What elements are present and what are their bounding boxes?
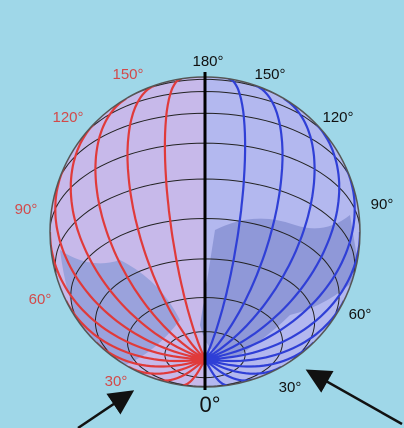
east-label: 30° [279, 379, 302, 396]
top-label: 180° [192, 53, 223, 70]
meridian [203, 77, 247, 360]
meridian [94, 97, 206, 360]
east-label: 90° [371, 196, 394, 213]
meridian [204, 123, 341, 361]
meridian [204, 84, 284, 360]
west-label: 30° [105, 373, 128, 390]
meridian [204, 358, 282, 375]
meridian [204, 97, 316, 360]
east-label: 120° [322, 109, 353, 126]
landmass [200, 215, 360, 357]
meridian [69, 123, 206, 361]
meridian [50, 231, 206, 361]
meridian [204, 231, 360, 361]
west-label: 60° [29, 291, 52, 308]
arrow [77, 390, 135, 428]
meridian [204, 300, 345, 363]
east-label: 60° [349, 306, 372, 323]
meridian [126, 84, 206, 360]
meridian [182, 358, 206, 387]
west-label: 120° [52, 109, 83, 126]
west-label: 90° [15, 201, 38, 218]
arrow [305, 369, 403, 426]
bottom-label: 0° [199, 392, 220, 417]
meridian [204, 358, 228, 387]
west-label: 150° [112, 66, 143, 83]
meridian [65, 300, 206, 363]
meridian [54, 166, 206, 361]
meridian [204, 358, 253, 382]
meridian [128, 358, 206, 375]
meridian [95, 341, 206, 368]
meridian [157, 358, 206, 382]
meridian [163, 77, 207, 360]
meridian [204, 166, 356, 361]
east-label: 150° [254, 66, 285, 83]
meridian [204, 341, 315, 368]
